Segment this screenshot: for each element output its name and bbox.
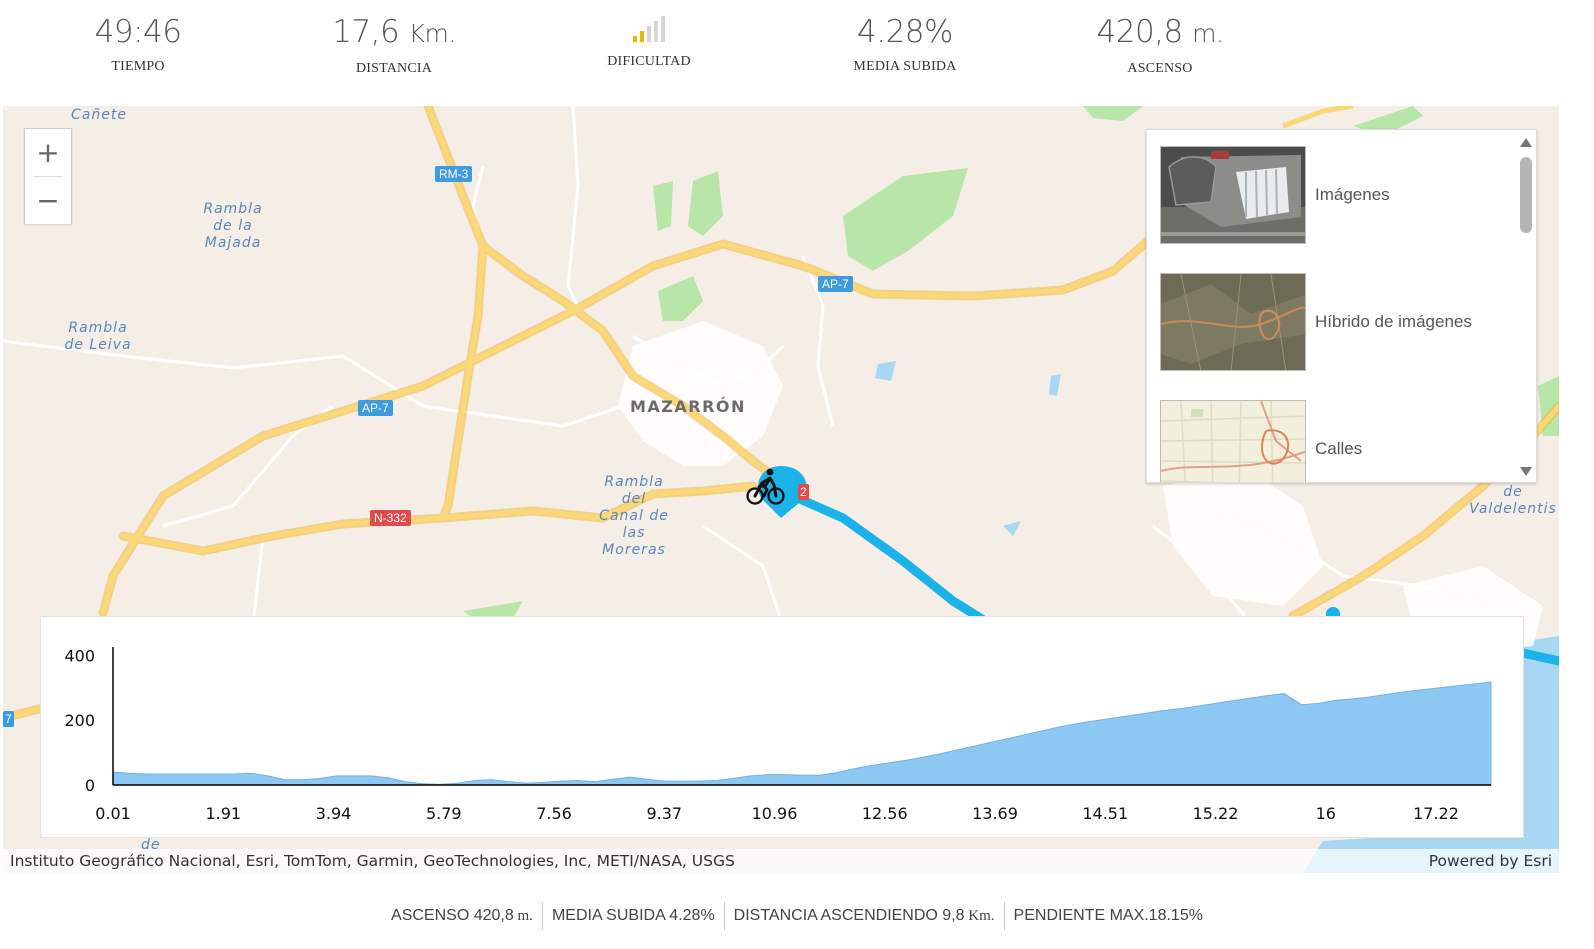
summary-item: MEDIA SUBIDA 4.28% — [543, 902, 725, 930]
difficulty-bar — [647, 26, 651, 42]
x-tick-label: 1.91 — [205, 804, 241, 823]
shield-n332: N-332 — [370, 510, 411, 526]
scroll-thumb[interactable] — [1520, 157, 1532, 233]
x-tick-label: 13.69 — [972, 804, 1018, 823]
ascenso-label: ASCENSO — [1127, 61, 1193, 76]
media-subida-label: MEDIA SUBIDA — [853, 59, 957, 74]
stats-header: 49:46 TIEMPO 17,6 Km. DISTANCIA DIFICULT… — [0, 0, 1594, 106]
x-tick-label: 7.56 — [536, 804, 572, 823]
media-subida-value: 4.28% — [857, 14, 953, 50]
label-mazarron: MAZARRÓN — [630, 397, 746, 416]
summary-item: ASCENSO 420,8 m. — [382, 902, 543, 930]
x-tick-label: 14.51 — [1082, 804, 1128, 823]
summary-footer: ASCENSO 420,8 m. MEDIA SUBIDA 4.28% DISTAN… — [0, 902, 1594, 932]
x-tick-label: 0.01 — [95, 804, 131, 823]
summary-unit: m. — [513, 908, 533, 924]
map-attribution: Instituto Geográfico Nacional, Esri, Tom… — [3, 849, 1559, 873]
label-rambla-leiva: Rambla de Leiva — [64, 320, 132, 353]
elevation-area — [112, 681, 1492, 786]
zoom-divider — [33, 176, 63, 177]
zoom-control: + − — [24, 128, 72, 224]
powered-by-esri[interactable]: Powered by Esri — [1428, 852, 1552, 870]
difficulty-bar — [633, 36, 637, 42]
label-rambla-majada: Rambla de la Majada — [203, 201, 263, 251]
difficulty-bar — [654, 21, 658, 42]
label-canete: Cañete — [71, 107, 127, 123]
stat-tiempo: 49:46 TIEMPO — [28, 14, 248, 75]
basemap-thumb-calles — [1160, 400, 1306, 482]
x-tick-label: 17.22 — [1413, 804, 1459, 823]
distancia-unit: Km. — [408, 19, 457, 48]
plus-icon: + — [36, 136, 60, 169]
shield-road-2: 2 — [798, 484, 809, 500]
shield-road-7: 7 — [3, 711, 14, 727]
ascenso-value: 420,8 — [1096, 14, 1184, 50]
difficulty-bar — [640, 31, 644, 42]
summary-label: DISTANCIA ASCENDIENDO 9,8 — [733, 907, 965, 924]
scroll-up-icon[interactable] — [1520, 138, 1532, 147]
basemap-thumb-hibrido — [1160, 273, 1306, 371]
stat-distancia: 17,6 Km. DISTANCIA — [284, 14, 504, 77]
summary-label: MEDIA SUBIDA 4.28% — [551, 907, 715, 924]
x-tick-label: 16 — [1316, 804, 1336, 823]
shield-ap7-west: AP-7 — [358, 400, 393, 416]
map-view[interactable]: Cañete Rambla de la Majada Rambla de Leiva … — [3, 106, 1559, 873]
summary-unit: Km. — [964, 908, 995, 924]
basemap-title-hibrido: Híbrido de imágenes — [1315, 312, 1472, 331]
x-tick-label: 15.22 — [1193, 804, 1239, 823]
zoom-in-button[interactable]: + — [25, 129, 71, 176]
summary-item: DISTANCIA ASCENDIENDO 9,8 Km. — [725, 902, 1005, 930]
y-tick-label: 200 — [64, 711, 95, 730]
basemap-title-calles: Calles — [1315, 439, 1363, 458]
stat-dificultad: DIFICULTAD — [539, 14, 759, 70]
stat-ascenso: 420,8 m. ASCENSO — [1050, 14, 1270, 77]
summary-item: PENDIENTE MAX.18.15% — [1005, 902, 1212, 930]
tiempo-value: 49:46 — [94, 14, 182, 50]
summary-label: PENDIENTE MAX.18.15% — [1013, 907, 1203, 924]
basemap-item-hibrido[interactable]: Híbrido de imágenes — [1160, 273, 1520, 371]
attribution-text: Instituto Geográfico Nacional, Esri, Tom… — [10, 852, 735, 870]
basemap-item-calles[interactable]: Calles — [1160, 400, 1520, 482]
shield-rm3: RM-3 — [435, 166, 473, 182]
elevation-chart: 400 200 00.01 1.91 3.94 5.79 7.56 9.37 10.96 12.5… — [64, 646, 1492, 823]
x-tick-label: 12.56 — [862, 804, 908, 823]
minus-icon: − — [36, 184, 60, 217]
basemap-thumb-imagenes — [1160, 146, 1306, 244]
label-valdelentis: de Valdelentis — [1469, 484, 1557, 517]
stat-media-subida: 4.28% MEDIA SUBIDA — [795, 14, 1015, 75]
x-tick-label: 3.94 — [316, 804, 352, 823]
cyclist-icon — [746, 468, 785, 505]
elevation-profile: 400 200 0 0.01 1.91 3.94 5.79 7.56 9.37 10.96 12.5… — [40, 616, 1524, 838]
zoom-out-button[interactable]: − — [25, 177, 71, 224]
difficulty-bar — [661, 16, 665, 42]
shield-ap7-east: AP-7 — [818, 276, 853, 292]
difficulty-bars-icon — [539, 14, 759, 50]
distancia-value: 17,6 — [332, 14, 400, 50]
x-tick-label: 9.37 — [646, 804, 682, 823]
x-tick-label: 10.96 — [752, 804, 798, 823]
y-tick-label: 400 — [64, 646, 95, 665]
summary-label: ASCENSO 420,8 — [391, 907, 514, 924]
scroll-down-icon[interactable] — [1520, 467, 1532, 476]
basemap-title-imagenes: Imágenes — [1315, 185, 1390, 204]
basemap-item-imagenes[interactable]: Imágenes — [1160, 146, 1520, 244]
tiempo-label: TIEMPO — [111, 59, 165, 74]
distancia-label: DISTANCIA — [355, 61, 433, 76]
label-rambla-canal: Rambla del Canal de las Moreras — [599, 474, 669, 558]
dificultad-label: DIFICULTAD — [607, 54, 691, 69]
x-tick-label: 5.79 — [426, 804, 462, 823]
gallery-scrollbar[interactable] — [1516, 130, 1536, 482]
ascenso-unit: m. — [1192, 19, 1224, 48]
y-tick-label: 0 — [85, 776, 95, 795]
basemap-gallery: Imágenes Híbrido de imágenes — [1146, 129, 1537, 483]
